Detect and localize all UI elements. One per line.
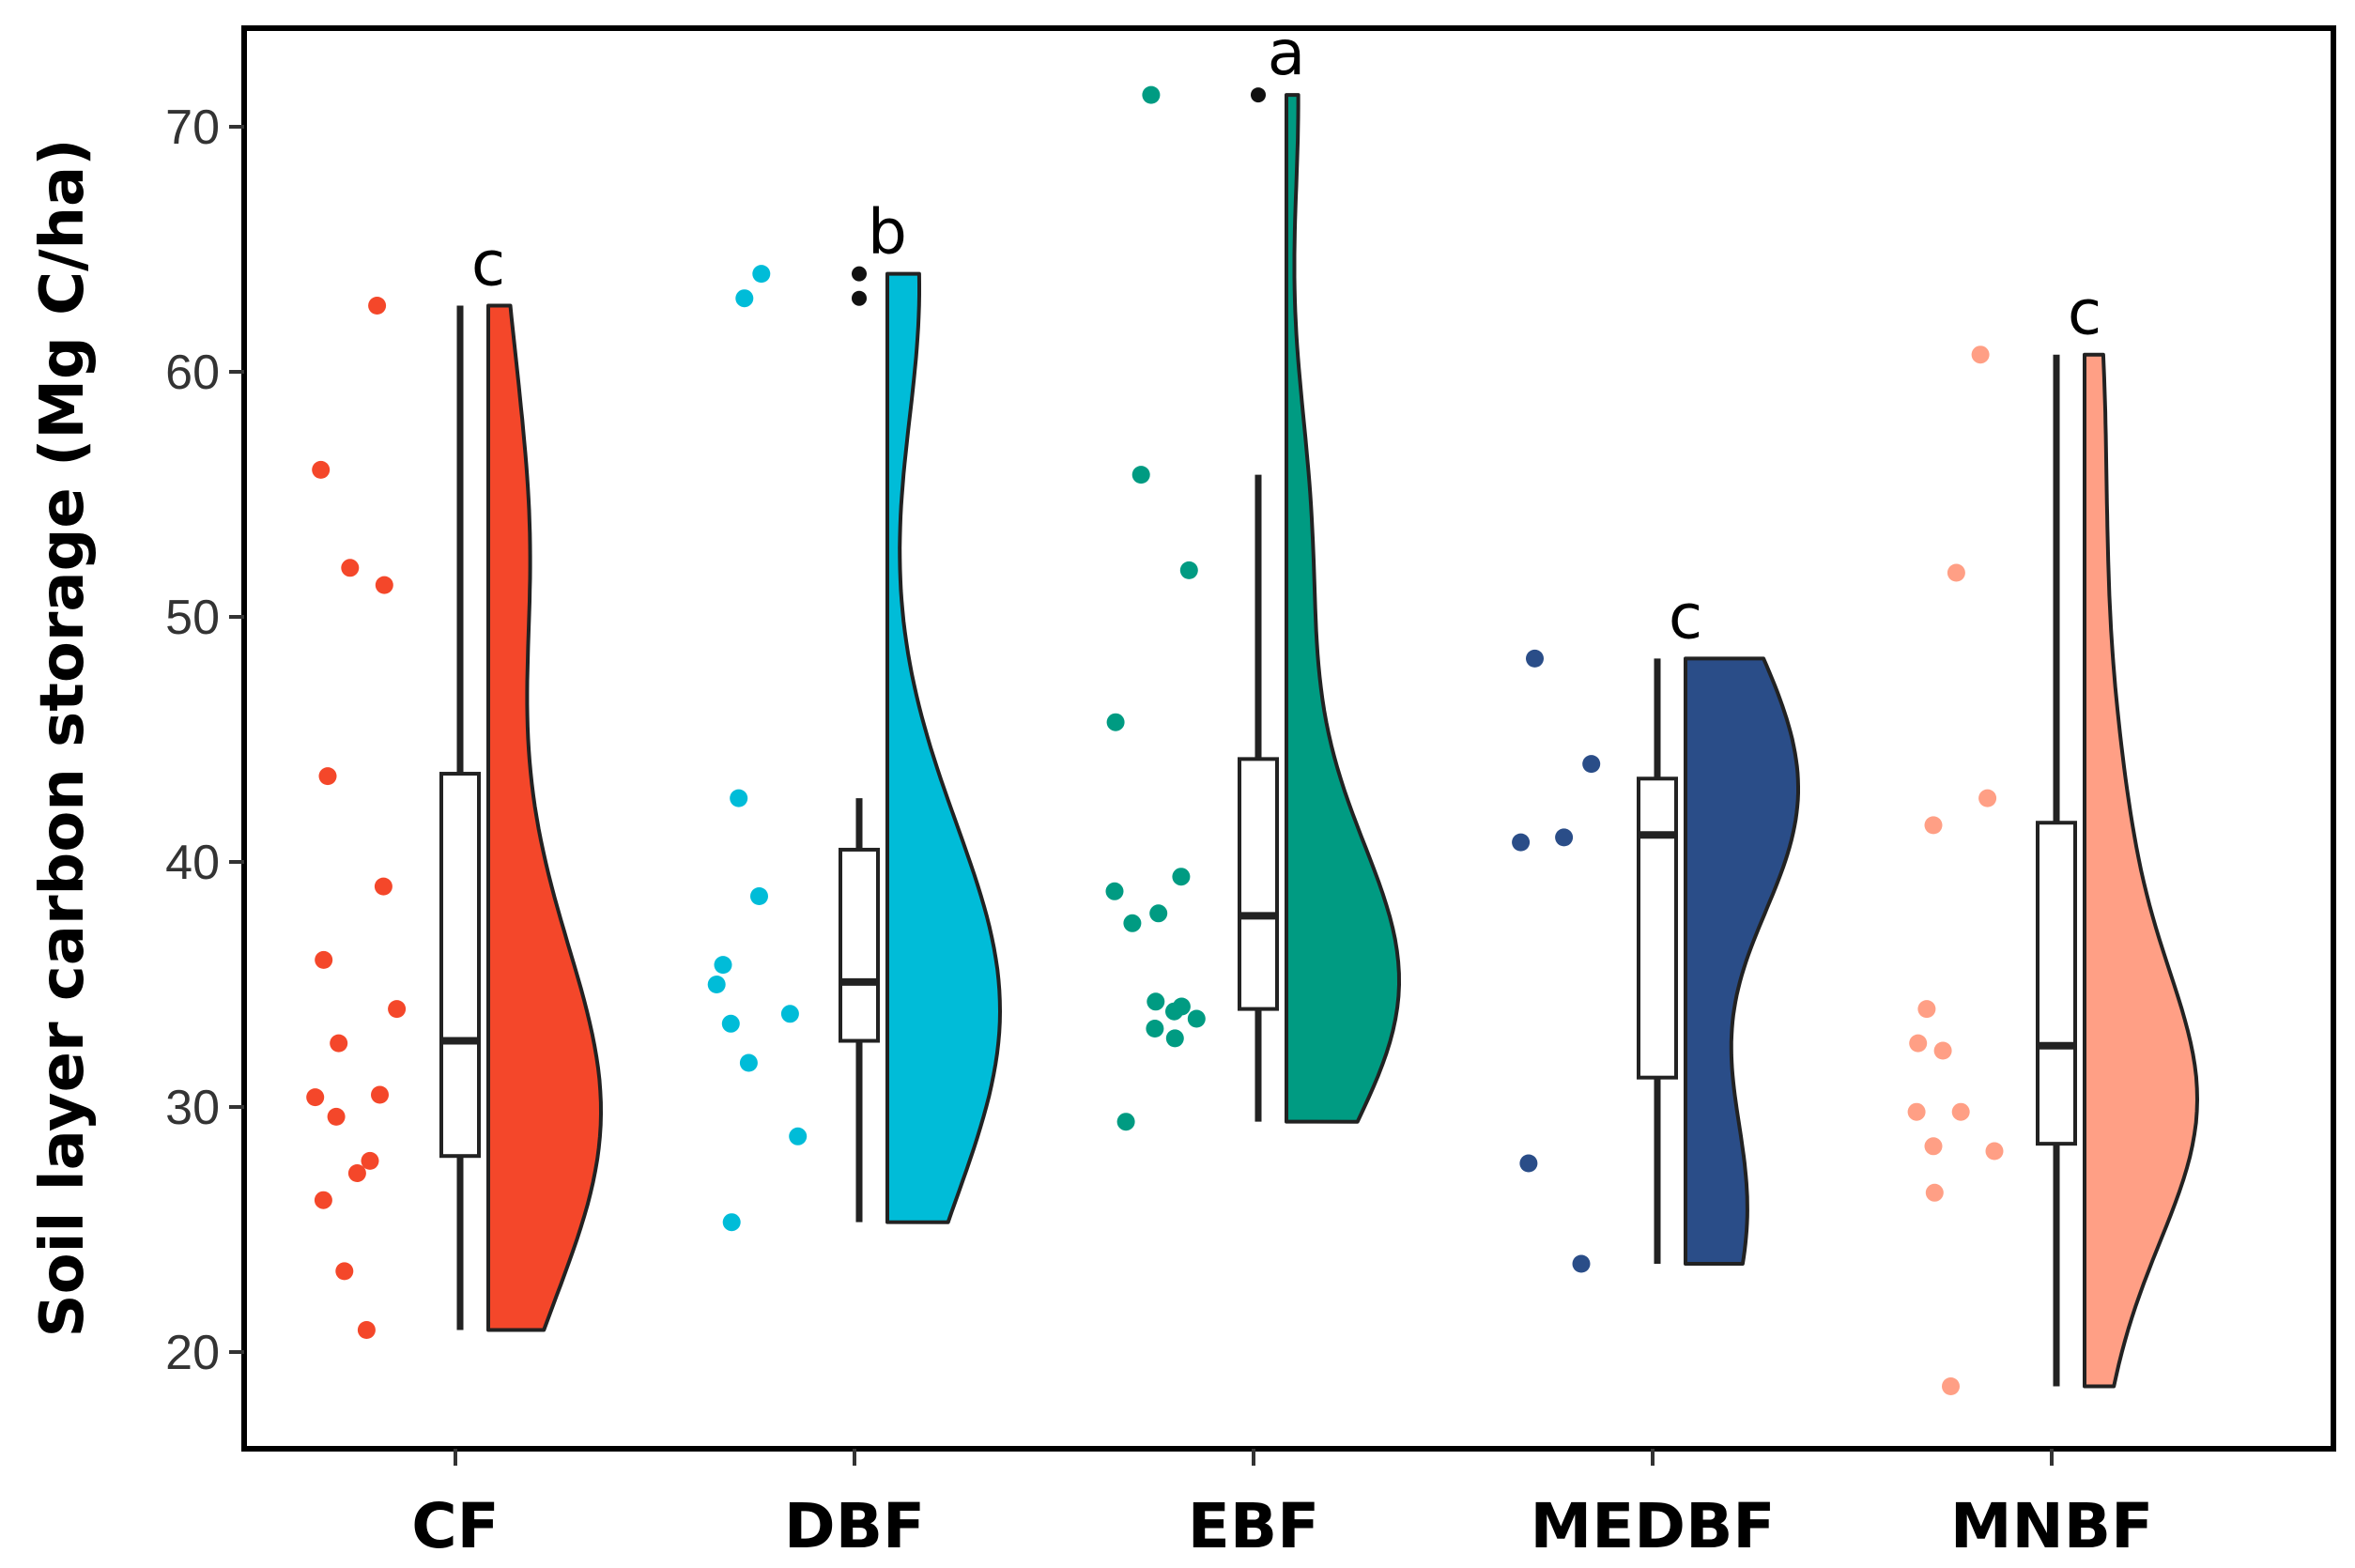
data-point-cf [327, 1107, 346, 1126]
data-point-medbf [1526, 649, 1544, 668]
outlier-point-dbf [852, 266, 867, 282]
data-point-dbf [739, 1053, 758, 1072]
y-axis: 20 30 40 50 60 70 [165, 100, 244, 1380]
box-cf [439, 772, 481, 1159]
y-tick-label: 50 [165, 591, 220, 645]
data-point-medbf [1582, 755, 1601, 774]
violin-ebf [1285, 93, 1401, 1124]
data-point-dbf [730, 789, 748, 807]
data-point-cf [306, 1088, 325, 1107]
data-point-ebf [1165, 1002, 1183, 1021]
significance-label-medbf: c [1669, 580, 1702, 653]
outlier-point-dbf [852, 290, 867, 306]
x-tick-label-medbf: MEDBF [1531, 1490, 1776, 1562]
data-point-ebf [1142, 85, 1161, 104]
data-point-mnbf [1985, 1142, 2004, 1161]
data-point-ebf [1187, 1009, 1206, 1028]
data-point-cf [375, 576, 393, 594]
data-point-mnbf [1947, 563, 1965, 582]
significance-labels: c b a c c [471, 17, 2101, 653]
significance-label-cf: c [471, 228, 505, 300]
data-point-cf [388, 1000, 407, 1019]
data-point-cf [315, 950, 333, 969]
data-point-cf [368, 297, 387, 315]
data-point-dbf [789, 1127, 808, 1145]
x-tick-label-ebf: EBF [1188, 1490, 1319, 1562]
data-point-cf [318, 767, 337, 786]
data-point-mnbf [1978, 789, 1997, 807]
boxplot-layer [439, 87, 2077, 1387]
data-point-mnbf [1942, 1377, 1960, 1395]
data-point-ebf [1131, 466, 1150, 484]
data-point-mnbf [1933, 1041, 1952, 1060]
box-dbf [839, 847, 880, 1043]
data-point-medbf [1572, 1254, 1591, 1273]
x-axis: CF DBF EBF MEDBF MNBF [411, 1449, 2153, 1562]
violin-layer [486, 93, 2199, 1389]
data-point-ebf [1172, 868, 1191, 886]
data-point-mnbf [1907, 1102, 1926, 1121]
box-mnbf [2036, 821, 2077, 1146]
data-point-dbf [722, 1213, 741, 1232]
y-tick-label: 40 [165, 836, 220, 890]
x-tick-label-mnbf: MNBF [1950, 1490, 2153, 1562]
data-point-medbf [1519, 1154, 1538, 1173]
data-point-cf [330, 1034, 348, 1053]
data-point-ebf [1165, 1029, 1184, 1048]
data-point-medbf [1555, 828, 1574, 847]
data-point-ebf [1123, 914, 1142, 932]
box-medbf [1637, 776, 1678, 1080]
data-point-mnbf [1924, 816, 1943, 835]
significance-label-mnbf: c [2068, 277, 2101, 349]
y-tick-label: 20 [165, 1326, 220, 1380]
data-point-mnbf [1909, 1034, 1928, 1053]
data-point-ebf [1146, 1020, 1164, 1038]
data-point-dbf [714, 956, 732, 975]
data-point-cf [357, 1321, 376, 1339]
data-point-dbf [721, 1014, 740, 1033]
data-point-cf [312, 460, 331, 479]
data-point-mnbf [1951, 1102, 1970, 1121]
data-point-ebf [1149, 904, 1168, 923]
data-point-cf [314, 1191, 332, 1209]
y-axis-label: Soil layer carbon storage (Mg C/ha) [28, 139, 98, 1338]
data-point-dbf [735, 289, 754, 308]
violin-dbf [885, 271, 1002, 1224]
data-point-cf [371, 1085, 389, 1104]
violin-mnbf [2083, 352, 2199, 1389]
data-point-medbf [1512, 833, 1531, 852]
y-tick-label: 60 [165, 346, 220, 400]
data-point-ebf [1179, 561, 1198, 579]
data-point-mnbf [1917, 1000, 1936, 1019]
data-point-ebf [1147, 992, 1165, 1011]
data-point-cf [335, 1262, 354, 1281]
data-point-mnbf [1924, 1137, 1943, 1156]
data-point-cf [361, 1151, 379, 1170]
x-tick-label-dbf: DBF [784, 1490, 925, 1562]
y-tick-label: 70 [165, 100, 220, 155]
violin-cf [486, 303, 603, 1332]
data-point-mnbf [1971, 346, 1990, 364]
data-point-dbf [750, 887, 768, 905]
box-ebf [1238, 757, 1279, 1011]
data-point-ebf [1116, 1113, 1135, 1131]
significance-label-dbf: b [868, 196, 907, 269]
data-point-ebf [1105, 882, 1124, 900]
data-point-cf [347, 1164, 366, 1182]
data-point-dbf [752, 265, 771, 284]
plot-frame [241, 25, 2336, 1452]
data-point-ebf [1106, 713, 1125, 731]
data-point-dbf [707, 976, 726, 993]
data-point-mnbf [1925, 1183, 1944, 1202]
significance-label-ebf: a [1268, 17, 1305, 89]
points-layer [306, 85, 2004, 1395]
y-tick-label: 30 [165, 1081, 220, 1135]
data-point-cf [341, 559, 360, 577]
violin-medbf [1684, 656, 1800, 1267]
data-point-cf [374, 877, 392, 896]
outlier-point-ebf [1251, 87, 1266, 103]
x-tick-label-cf: CF [411, 1490, 500, 1562]
data-point-dbf [780, 1005, 799, 1023]
